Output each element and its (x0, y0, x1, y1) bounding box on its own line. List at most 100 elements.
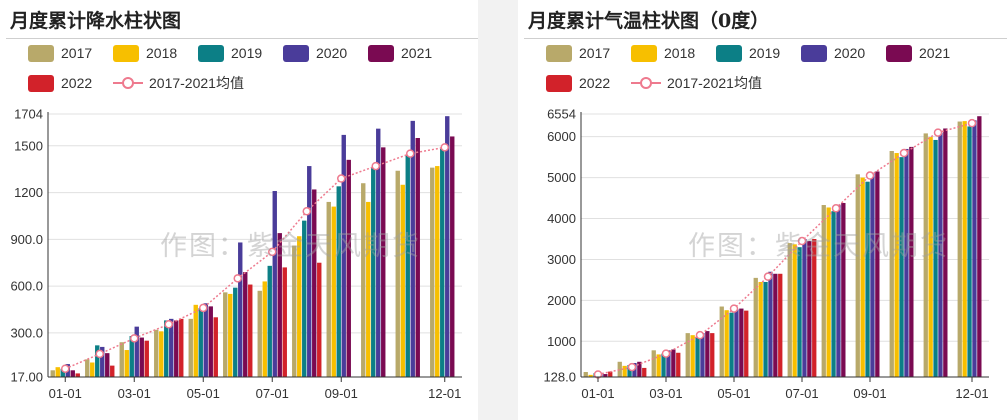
bar-2018-07-01 (262, 281, 267, 377)
bar-2022-06-01 (778, 273, 783, 377)
legend-item-2017-2021均值[interactable]: 2017-2021均值 (113, 72, 244, 94)
bar-2017-03-01 (119, 342, 124, 377)
average-point-07-01 (268, 247, 277, 257)
chart-title: 月度累计气温柱状图（0度） (528, 10, 770, 32)
bar-2019-10-01 (371, 167, 376, 377)
bar-2018-05-01 (193, 304, 198, 377)
bar-2020-08-01 (307, 166, 312, 377)
bar-2019-02-01 (627, 365, 632, 377)
legend-label: 2019 (749, 45, 781, 61)
bar-2018-10-01 (366, 201, 371, 377)
bar-2022-02-01 (110, 365, 115, 377)
x-tick-label: 07-01 (256, 386, 289, 401)
bar-2020-02-01 (100, 346, 105, 377)
bar-2021-12-01 (977, 116, 982, 377)
legend-item-2017-2021均值[interactable]: 2017-2021均值 (631, 72, 762, 94)
bar-2021-03-01 (139, 337, 144, 377)
legend-label: 2021 (919, 45, 951, 61)
bar-2018-01-01 (588, 374, 593, 377)
bar-2020-11-01 (938, 132, 943, 377)
x-tick-label: 12-01 (428, 386, 461, 401)
average-point-06-01 (763, 272, 773, 281)
average-point-07-01 (797, 236, 807, 246)
legend-swatch (368, 44, 394, 62)
legend-item-2022[interactable]: 2022 (546, 72, 610, 94)
average-point-09-01 (865, 171, 875, 180)
bar-2020-05-01 (203, 303, 208, 377)
y-tick-label: 17.00 (10, 370, 43, 385)
bar-2018-07-01 (792, 244, 797, 377)
bar-2022-04-01 (179, 318, 184, 377)
bar-2017-08-01 (821, 205, 826, 377)
x-tick-label: 12-01 (955, 386, 988, 401)
legend-item-2021[interactable]: 2021 (368, 42, 432, 64)
legend-item-2018[interactable]: 2018 (113, 42, 177, 64)
bar-2022-07-01 (282, 267, 287, 377)
legend-item-2019[interactable]: 2019 (716, 42, 780, 64)
average-point-01-01 (61, 364, 70, 373)
bar-2019-06-01 (233, 287, 238, 377)
bar-2020-06-01 (768, 271, 773, 377)
bar-2021-09-01 (346, 159, 351, 377)
bar-2017-01-01 (583, 372, 588, 377)
bar-2021-01-01 (70, 370, 75, 377)
title-divider (524, 38, 1007, 39)
legend-item-2018[interactable]: 2018 (631, 42, 695, 64)
bar-2021-11-01 (415, 138, 420, 377)
bar-2018-11-01 (928, 137, 933, 377)
legend-swatch (801, 44, 827, 62)
y-tick-label: 1200 (14, 185, 43, 200)
bar-2018-02-01 (90, 362, 95, 377)
y-tick-label: 1000 (547, 334, 576, 349)
average-point-09-01 (337, 174, 346, 183)
y-tick-label: 3000 (547, 252, 576, 267)
legend-item-2017[interactable]: 2017 (28, 42, 92, 64)
average-point-12-01 (967, 118, 977, 128)
bar-2020-04-01 (700, 333, 705, 377)
legend-label: 2017-2021均值 (667, 75, 762, 91)
legend-line-marker (631, 77, 661, 89)
bar-2017-09-01 (326, 201, 331, 377)
bar-2018-08-01 (826, 207, 831, 377)
bar-2018-03-01 (656, 354, 661, 377)
bar-2021-07-01 (807, 241, 812, 377)
x-tick-label: 09-01 (853, 386, 886, 401)
y-tick-label: 300.0 (10, 325, 43, 340)
bar-2020-04-01 (169, 318, 174, 377)
bar-2017-09-01 (855, 174, 860, 377)
legend-item-2020[interactable]: 2020 (283, 42, 347, 64)
legend-label: 2019 (231, 45, 263, 61)
bar-2020-11-01 (410, 120, 415, 378)
legend-label: 2018 (146, 45, 178, 61)
x-tick-label: 01-01 (581, 386, 614, 401)
bar-2017-07-01 (787, 243, 792, 377)
bar-2022-06-01 (248, 284, 253, 377)
title-divider (6, 38, 478, 39)
average-point-05-01 (199, 303, 208, 313)
legend-item-2021[interactable]: 2021 (886, 42, 950, 64)
legend-item-2020[interactable]: 2020 (801, 42, 865, 64)
bar-2017-10-01 (361, 183, 366, 377)
bar-2019-10-01 (899, 157, 904, 377)
average-point-11-01 (406, 149, 415, 158)
bar-2019-03-01 (661, 353, 666, 377)
bar-2021-02-01 (105, 353, 110, 377)
bar-2018-08-01 (297, 236, 302, 377)
bar-2019-06-01 (763, 281, 768, 377)
legend-item-2022[interactable]: 2022 (28, 72, 92, 94)
bar-2017-02-01 (85, 359, 90, 377)
bar-2021-04-01 (705, 331, 710, 377)
precipitation-chart: 17.00 300.0 600.0 900.0 1200 1500 1704 01-01 03-… (10, 107, 462, 401)
y-tick-label: 900.0 (10, 232, 43, 247)
bar-2020-09-01 (341, 134, 346, 377)
bar-2019-12-01 (967, 126, 972, 377)
chart-legend: 2017 2018 2019 2020 2021 2022 2017-2021均值 (28, 42, 488, 102)
legend-item-2017[interactable]: 2017 (546, 42, 610, 64)
bar-2018-01-01 (55, 367, 60, 377)
bar-2017-08-01 (292, 245, 297, 377)
average-line (597, 122, 973, 376)
legend-item-2019[interactable]: 2019 (198, 42, 262, 64)
bar-2019-09-01 (336, 186, 341, 377)
bar-2020-07-01 (272, 191, 277, 377)
bar-2019-04-01 (164, 320, 169, 377)
